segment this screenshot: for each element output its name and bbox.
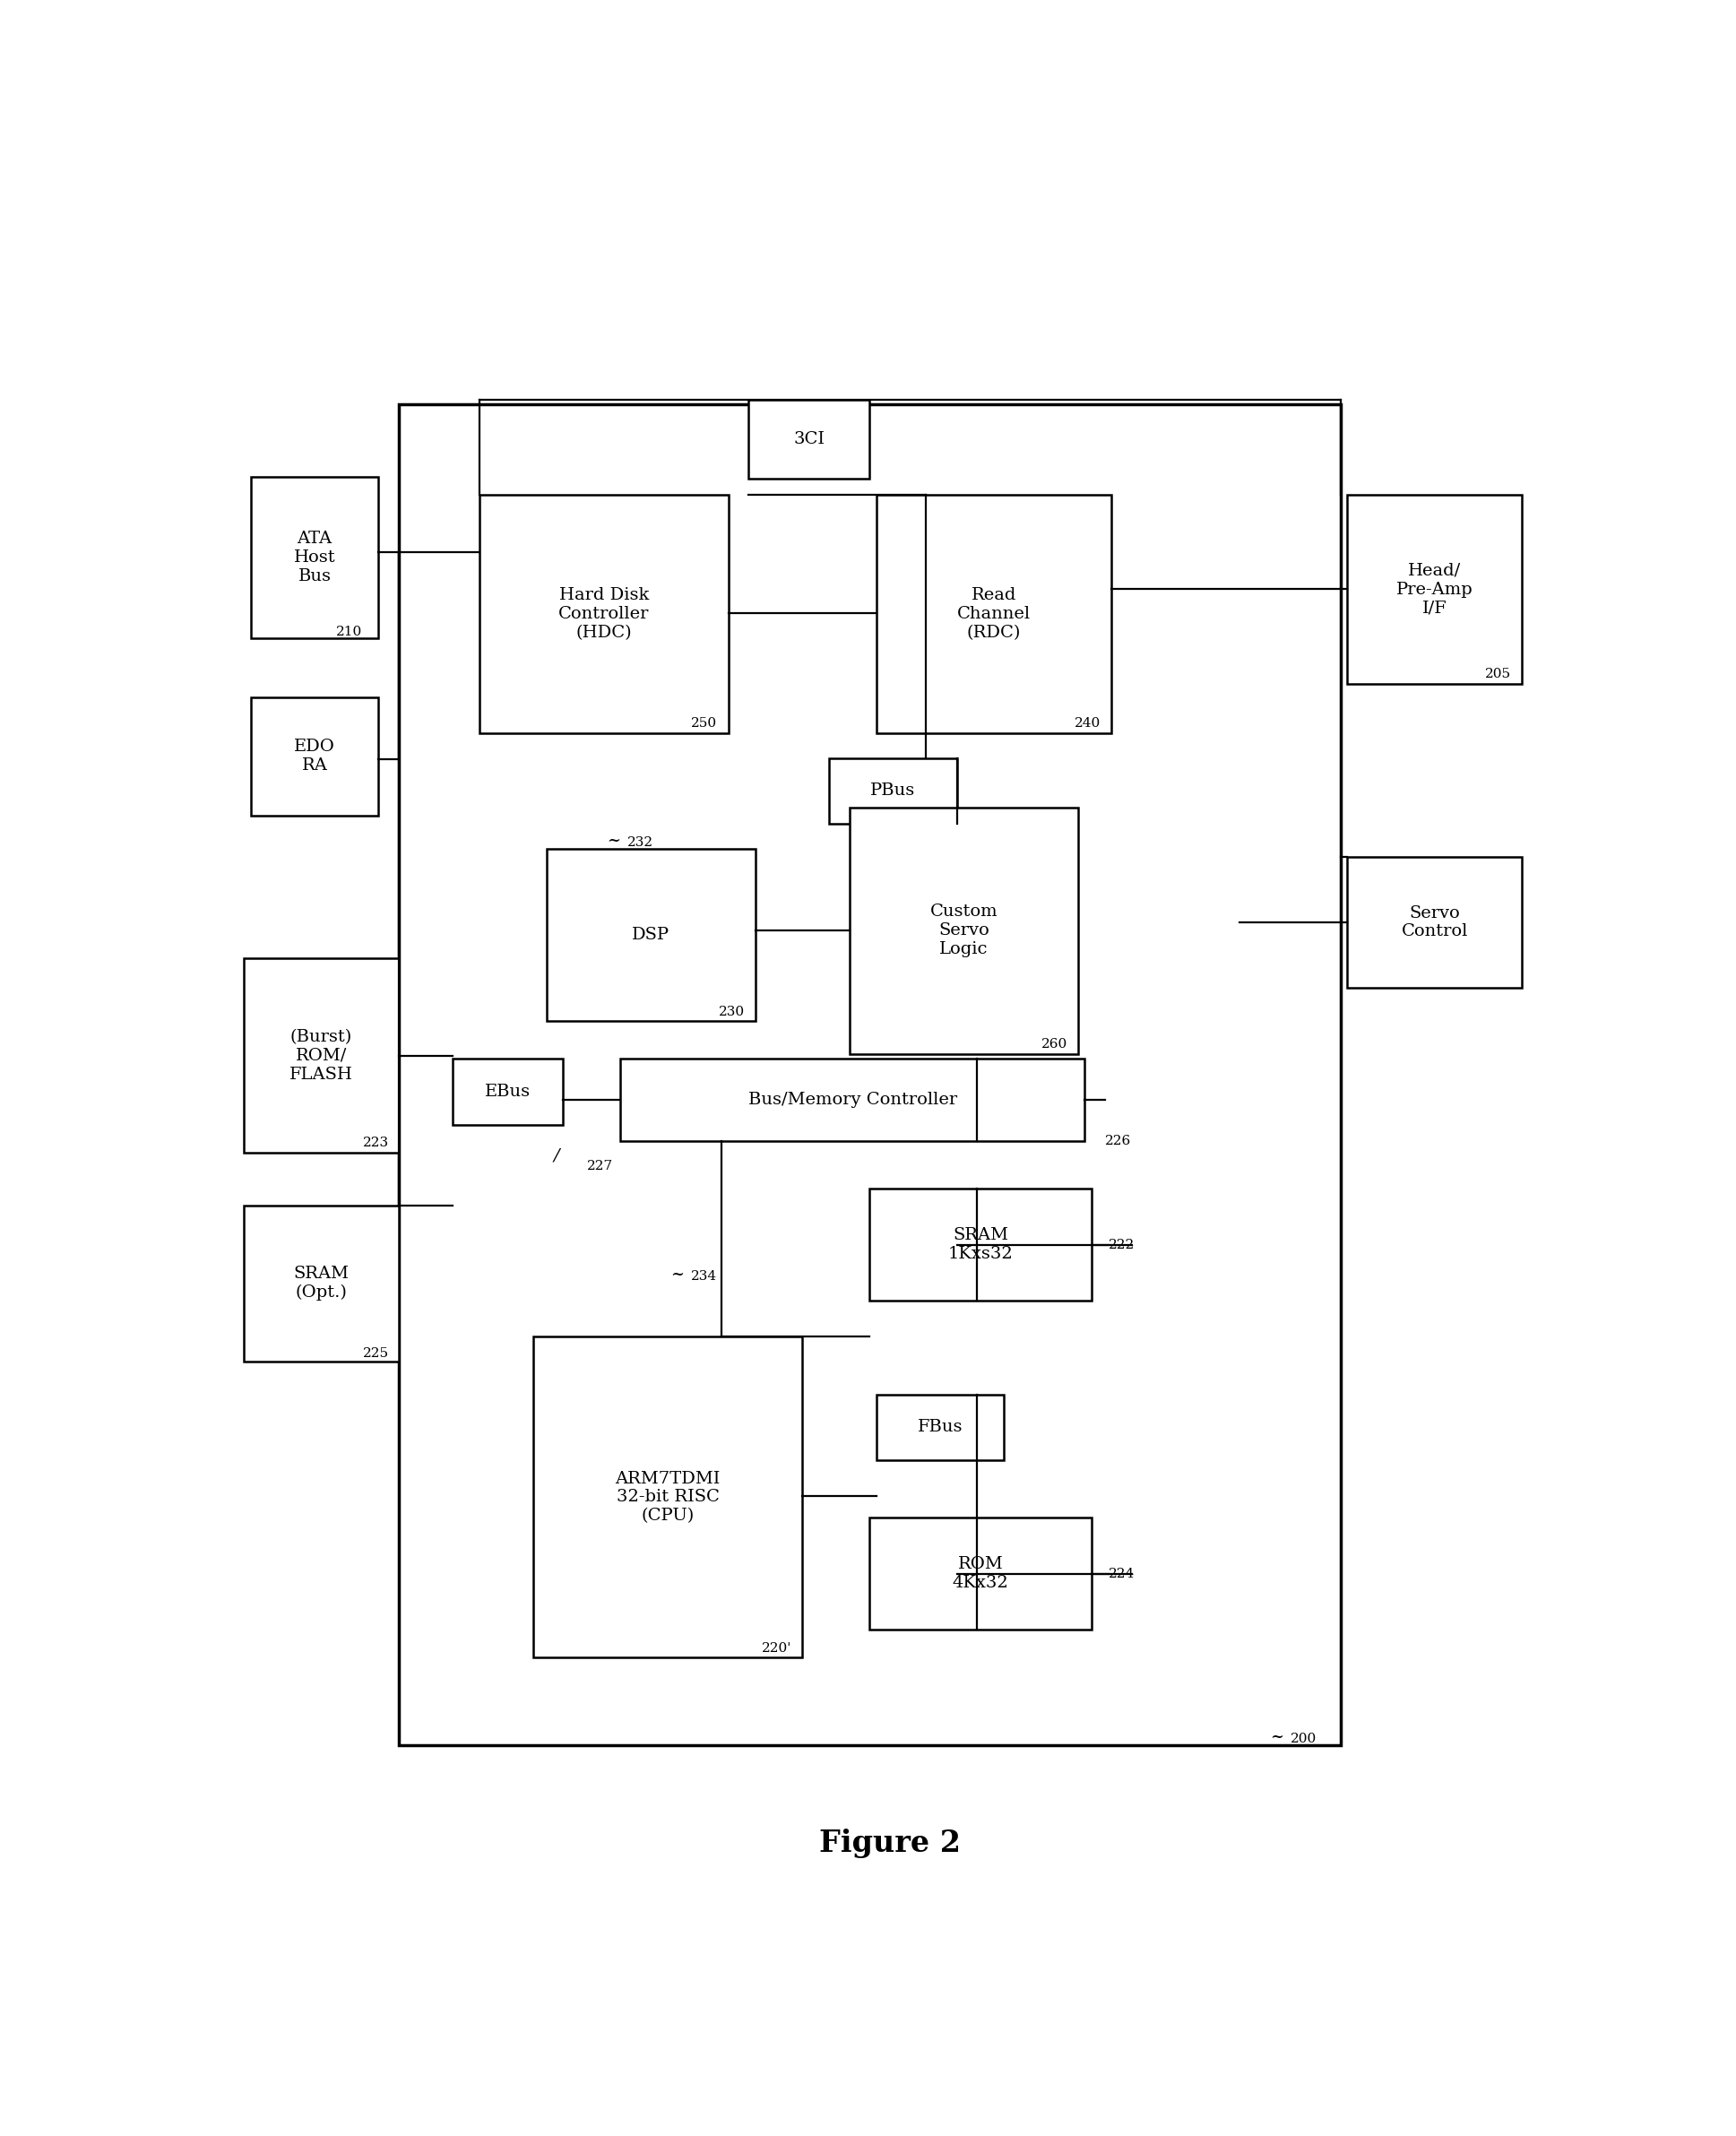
Text: 225: 225 <box>363 1348 389 1361</box>
Bar <box>1347 857 1522 989</box>
Text: 200: 200 <box>1290 1732 1318 1745</box>
Text: 250: 250 <box>691 718 717 731</box>
Bar <box>877 496 1111 733</box>
Bar <box>243 1205 399 1361</box>
Text: PBus: PBus <box>870 782 915 799</box>
Text: 260: 260 <box>1042 1038 1068 1051</box>
Bar <box>250 476 378 639</box>
Bar <box>1347 496 1522 684</box>
Text: Figure 2: Figure 2 <box>819 1828 960 1858</box>
Text: ATA
Host
Bus: ATA Host Bus <box>293 530 335 583</box>
Text: 240: 240 <box>1075 718 1101 731</box>
Bar <box>399 404 1340 1745</box>
Bar <box>479 496 729 733</box>
Text: 234: 234 <box>691 1271 717 1282</box>
Text: ARM7TDMI
32-bit RISC
(CPU): ARM7TDMI 32-bit RISC (CPU) <box>615 1470 720 1523</box>
Text: 205: 205 <box>1486 669 1512 681</box>
Text: EBus: EBus <box>484 1083 531 1100</box>
Bar <box>748 399 870 478</box>
Text: FBus: FBus <box>918 1418 963 1435</box>
Text: 227: 227 <box>587 1160 613 1173</box>
Text: (Burst)
ROM/
FLASH: (Burst) ROM/ FLASH <box>290 1030 352 1083</box>
Text: ~: ~ <box>1271 1728 1285 1745</box>
Bar <box>533 1337 802 1658</box>
Text: 224: 224 <box>1109 1568 1135 1581</box>
Bar <box>453 1059 562 1126</box>
Text: 3CI: 3CI <box>793 431 825 446</box>
Text: 223: 223 <box>363 1136 389 1149</box>
Bar <box>243 959 399 1153</box>
Bar <box>830 758 957 824</box>
Text: SRAM
(Opt.): SRAM (Opt.) <box>293 1267 349 1301</box>
Bar <box>621 1059 1085 1141</box>
Text: SRAM
1Kxs32: SRAM 1Kxs32 <box>948 1228 1014 1262</box>
Text: ~: ~ <box>670 1267 684 1282</box>
Text: EDO
RA: EDO RA <box>293 739 335 773</box>
Text: 220': 220' <box>762 1643 792 1653</box>
Text: /: / <box>554 1147 559 1164</box>
Text: 230: 230 <box>719 1006 745 1019</box>
Text: Read
Channel
(RDC): Read Channel (RDC) <box>957 587 1031 641</box>
Text: 232: 232 <box>627 835 653 848</box>
Bar <box>870 1519 1092 1630</box>
Text: 226: 226 <box>1106 1134 1132 1147</box>
Text: 210: 210 <box>337 626 363 639</box>
Text: Hard Disk
Controller
(HDC): Hard Disk Controller (HDC) <box>559 587 649 641</box>
Bar <box>870 1190 1092 1301</box>
Text: ROM
4Kx32: ROM 4Kx32 <box>953 1557 1009 1591</box>
Bar <box>547 848 755 1021</box>
Bar <box>849 807 1078 1053</box>
Text: Bus/Memory Controller: Bus/Memory Controller <box>748 1091 957 1109</box>
Text: Head/
Pre-Amp
I/F: Head/ Pre-Amp I/F <box>1396 562 1474 615</box>
Text: Custom
Servo
Logic: Custom Servo Logic <box>930 904 998 957</box>
Bar <box>250 696 378 816</box>
Bar <box>877 1395 1003 1461</box>
Text: ~: ~ <box>608 833 621 848</box>
Text: 222: 222 <box>1109 1239 1135 1252</box>
Text: DSP: DSP <box>632 927 670 942</box>
Text: Servo
Control: Servo Control <box>1401 906 1469 940</box>
